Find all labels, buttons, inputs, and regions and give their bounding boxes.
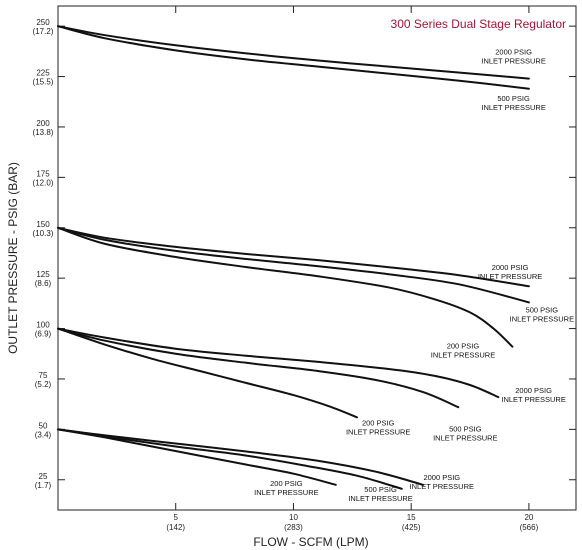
curve-label-line: INLET PRESSURE <box>410 482 474 491</box>
curve-label-line: 500 PSIG <box>497 94 530 103</box>
curve-label-line: INLET PRESSURE <box>254 488 318 497</box>
plot-frame <box>57 5 577 511</box>
x-axis-title: FLOW - SCFM (LPM) <box>253 535 368 549</box>
curve-label: 200 PSIG INLET PRESSURE <box>254 479 318 497</box>
y-tick-label: 75 <box>39 371 48 380</box>
y-tick-label: 25 <box>39 472 48 481</box>
series-line-2 <box>57 226 530 288</box>
y-tick-label: 125 <box>36 270 50 279</box>
curve-label-line: 2000 PSIG <box>423 473 460 482</box>
series-line-1 <box>57 25 530 90</box>
curve-label-line: INLET PRESSURE <box>431 351 495 360</box>
curve-label-line: 2000 PSIG <box>492 263 529 272</box>
y-tick-label: 250 <box>36 18 50 27</box>
y-tick-sublabel: (1.7) <box>35 481 52 490</box>
curve-label-line: 500 PSIG <box>364 485 397 494</box>
y-tick-sublabel: (15.5) <box>33 78 54 87</box>
curve-label: 2000 PSIG INLET PRESSURE <box>478 263 542 281</box>
curve-label-line: INLET PRESSURE <box>433 433 497 442</box>
curve-label-line: 500 PSIG <box>449 424 482 433</box>
x-tick-label: 20 <box>524 513 533 522</box>
axis-ticks: 250(17.2)225(15.5)200(13.8)175(12.0)150(… <box>33 6 576 532</box>
y-tick-sublabel: (12.0) <box>33 178 54 187</box>
curve-label: 200 PSIG INLET PRESSURE <box>346 418 410 436</box>
x-tick-sublabel: (425) <box>402 523 421 532</box>
y-tick-sublabel: (3.4) <box>35 430 52 439</box>
y-tick-label: 225 <box>36 69 50 78</box>
curve-label: 500 PSIG INLET PRESSURE <box>348 485 412 503</box>
curve-label: 500 PSIG INLET PRESSURE <box>510 305 574 323</box>
curve-label-line: INLET PRESSURE <box>346 427 410 436</box>
curve-label-line: 200 PSIG <box>447 342 480 351</box>
curve-label-line: INLET PRESSURE <box>501 395 565 404</box>
y-tick-sublabel: (6.9) <box>35 330 52 339</box>
curve-label-line: INLET PRESSURE <box>348 494 412 503</box>
y-tick-sublabel: (8.6) <box>35 279 52 288</box>
curve-label-line: 200 PSIG <box>270 479 303 488</box>
x-tick-label: 5 <box>174 513 179 522</box>
y-tick-label: 150 <box>36 220 50 229</box>
series-line-7 <box>57 327 358 419</box>
curve-label-line: INLET PRESSURE <box>478 272 542 281</box>
x-tick-sublabel: (283) <box>284 523 303 532</box>
curve-label: 500 PSIG INLET PRESSURE <box>433 424 497 442</box>
curve-label: 200 PSIG INLET PRESSURE <box>431 342 495 360</box>
y-tick-sublabel: (13.8) <box>33 128 54 137</box>
curve-label-line: 2000 PSIG <box>495 47 532 56</box>
y-tick-label: 200 <box>36 119 50 128</box>
series-line-5 <box>57 327 500 399</box>
curve-label: 2000 PSIG INLET PRESSURE <box>410 473 474 491</box>
x-tick-sublabel: (566) <box>520 523 539 532</box>
y-tick-sublabel: (5.2) <box>35 380 52 389</box>
y-tick-label: 100 <box>36 321 50 330</box>
y-tick-sublabel: (10.3) <box>33 229 54 238</box>
y-tick-label: 175 <box>36 169 50 178</box>
x-tick-sublabel: (142) <box>166 523 185 532</box>
series-line-10 <box>57 428 337 486</box>
series-line-0 <box>57 25 530 80</box>
series-lines <box>57 25 530 490</box>
curve-label-line: INLET PRESSURE <box>481 56 545 65</box>
curve-label: 2000 PSIG INLET PRESSURE <box>501 386 565 404</box>
curve-label: 2000 PSIG INLET PRESSURE <box>481 47 545 65</box>
y-tick-sublabel: (17.2) <box>33 27 54 36</box>
x-tick-label: 15 <box>407 513 416 522</box>
curve-label-line: INLET PRESSURE <box>481 103 545 112</box>
curve-label-line: INLET PRESSURE <box>510 314 574 323</box>
y-tick-label: 50 <box>39 421 48 430</box>
curve-label: 500 PSIG INLET PRESSURE <box>481 94 545 112</box>
curve-label-line: 200 PSIG <box>362 418 395 427</box>
curve-label-line: 500 PSIG <box>526 305 559 314</box>
y-axis-title: OUTLET PRESSURE - PSIG (BAR) <box>6 162 20 354</box>
series-line-3 <box>57 226 530 304</box>
curve-label-line: 2000 PSIG <box>515 386 552 395</box>
x-tick-label: 10 <box>289 513 298 522</box>
chart-title: 300 Series Dual Stage Regulator <box>391 17 566 31</box>
series-line-6 <box>57 327 460 409</box>
series-line-4 <box>57 226 514 348</box>
